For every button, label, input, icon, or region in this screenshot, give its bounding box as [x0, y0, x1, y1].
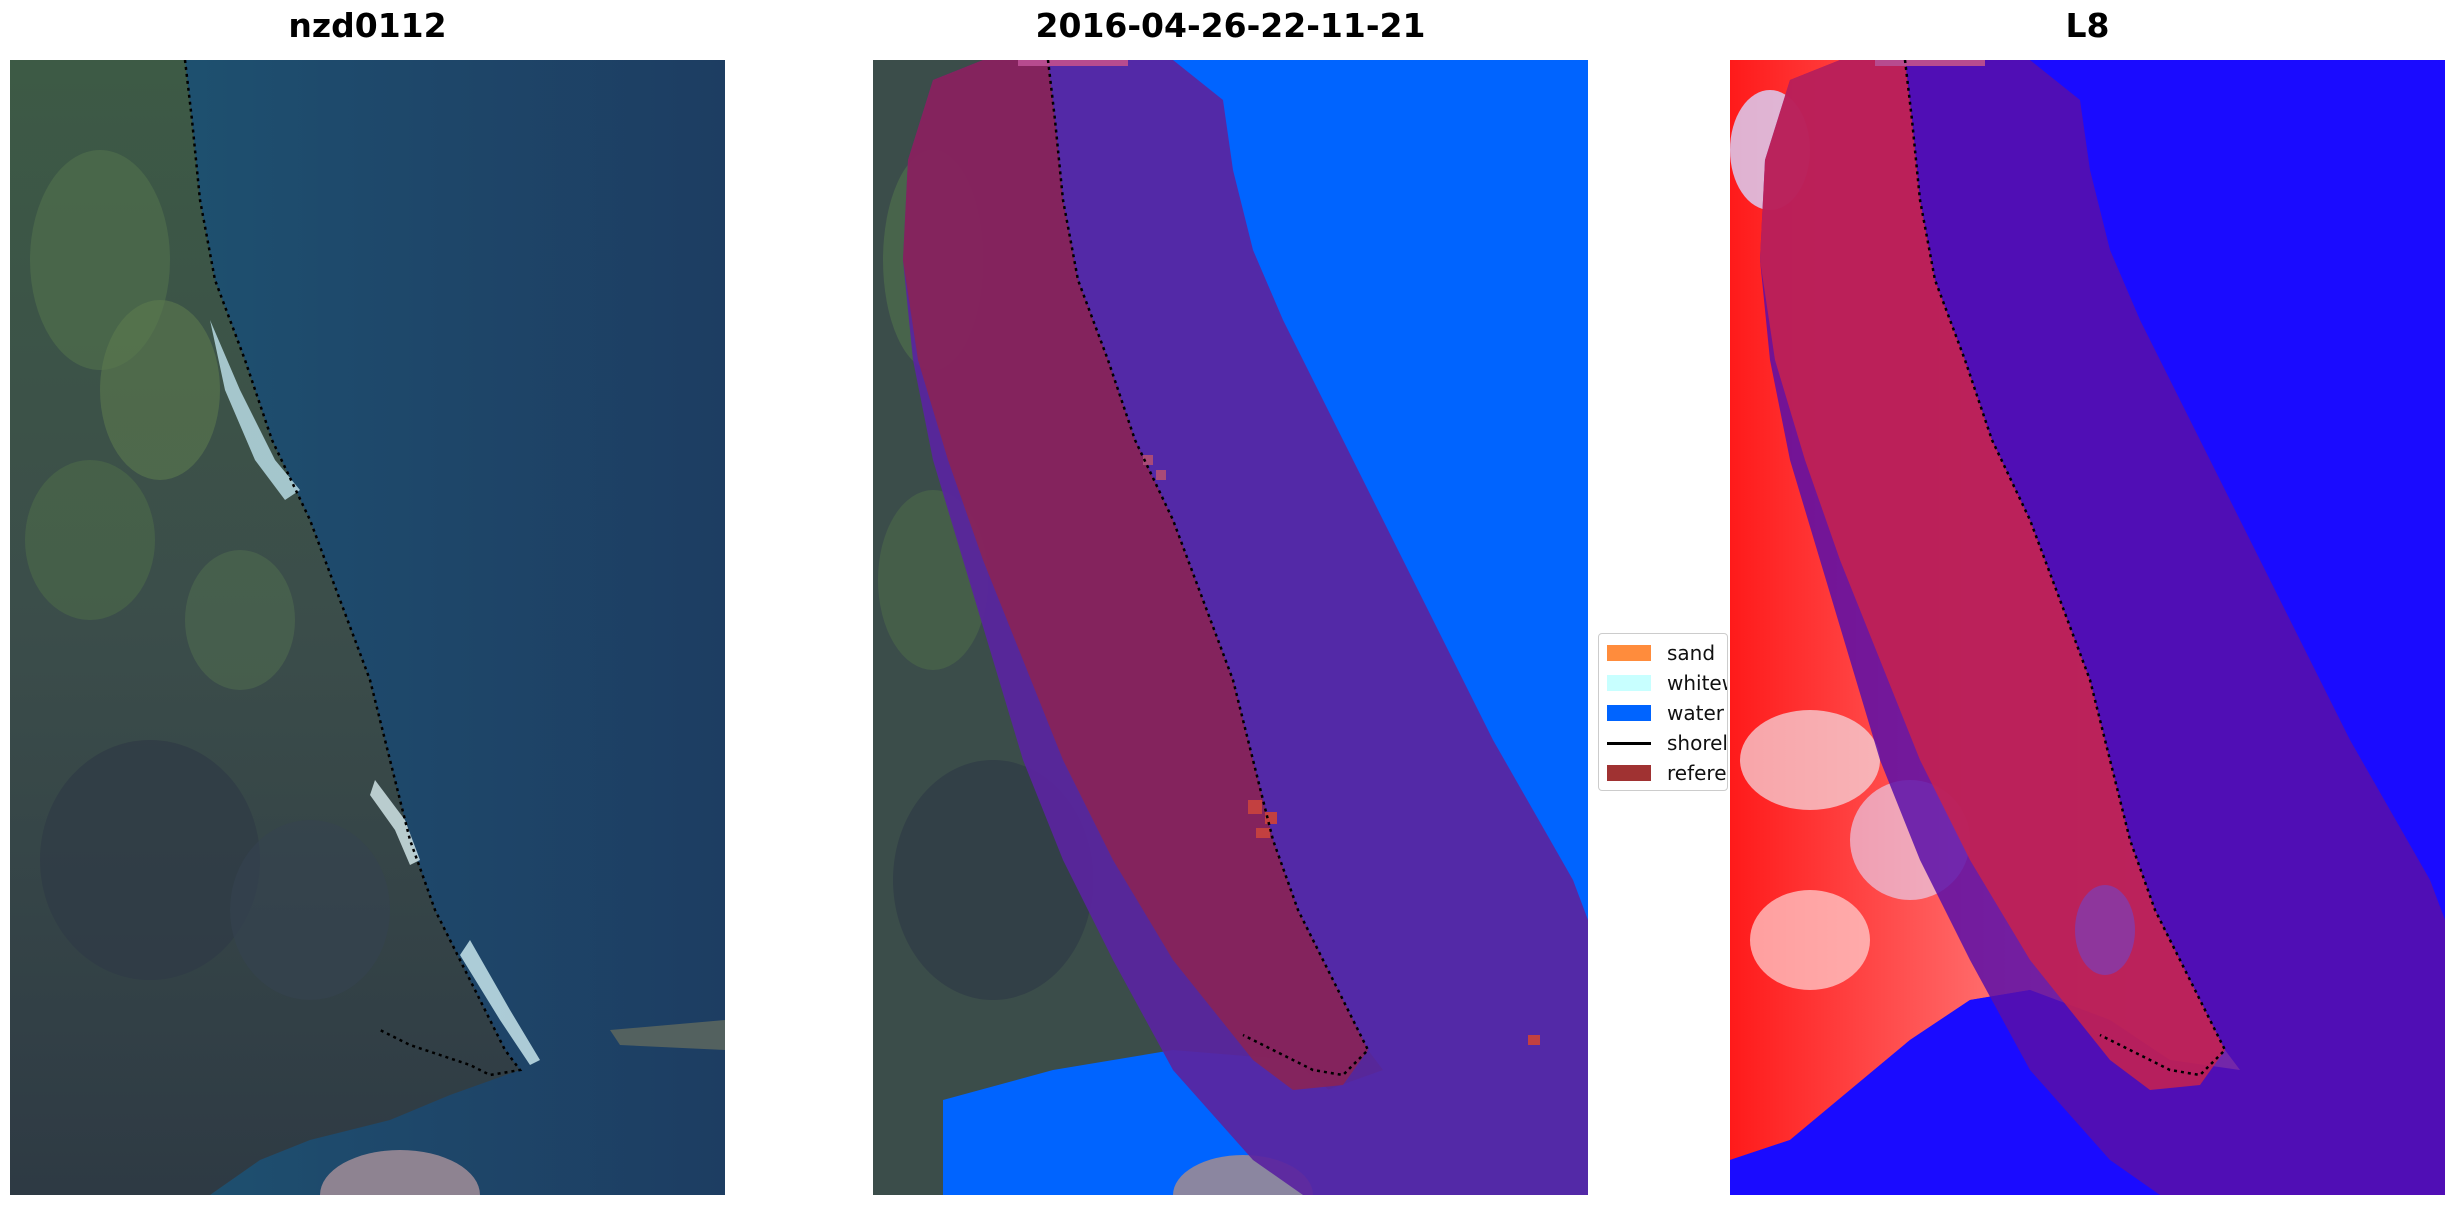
- legend-label: sand: [1667, 641, 1716, 665]
- classified-image-panel: [873, 60, 1588, 1195]
- legend-item-shoreline: shoreline: [1607, 731, 1728, 755]
- rgb-image-panel: [10, 60, 725, 1195]
- shoreline-line: [1903, 60, 2227, 1077]
- reference-swatch: [1607, 765, 1651, 781]
- legend-item-reference: reference shoreline buffer: [1607, 761, 1727, 785]
- panel-title-classified: 2016-04-26-22-11-21: [1035, 6, 1426, 45]
- water-swatch: [1607, 705, 1651, 721]
- shoreline-swatch: [1607, 741, 1651, 745]
- legend-label: shoreline: [1667, 731, 1728, 755]
- index-image: [1730, 60, 2445, 1195]
- shoreline-line: [183, 60, 523, 1077]
- legend-label: water: [1667, 701, 1724, 725]
- shoreline-line: [1046, 60, 1370, 1077]
- classified-image: [873, 60, 1588, 1195]
- panel-title-rgb: nzd0112: [288, 6, 447, 45]
- panel-title-index: L8: [2065, 6, 2110, 45]
- legend-item-water: water: [1607, 701, 1724, 725]
- legend-item-sand: sand: [1607, 641, 1716, 665]
- index-image-panel: [1730, 60, 2445, 1195]
- legend-label: reference shoreline buffer: [1667, 761, 1727, 785]
- sand-swatch: [1607, 645, 1651, 661]
- whitewater-swatch: [1607, 675, 1651, 691]
- rgb-satellite-image: [10, 60, 725, 1195]
